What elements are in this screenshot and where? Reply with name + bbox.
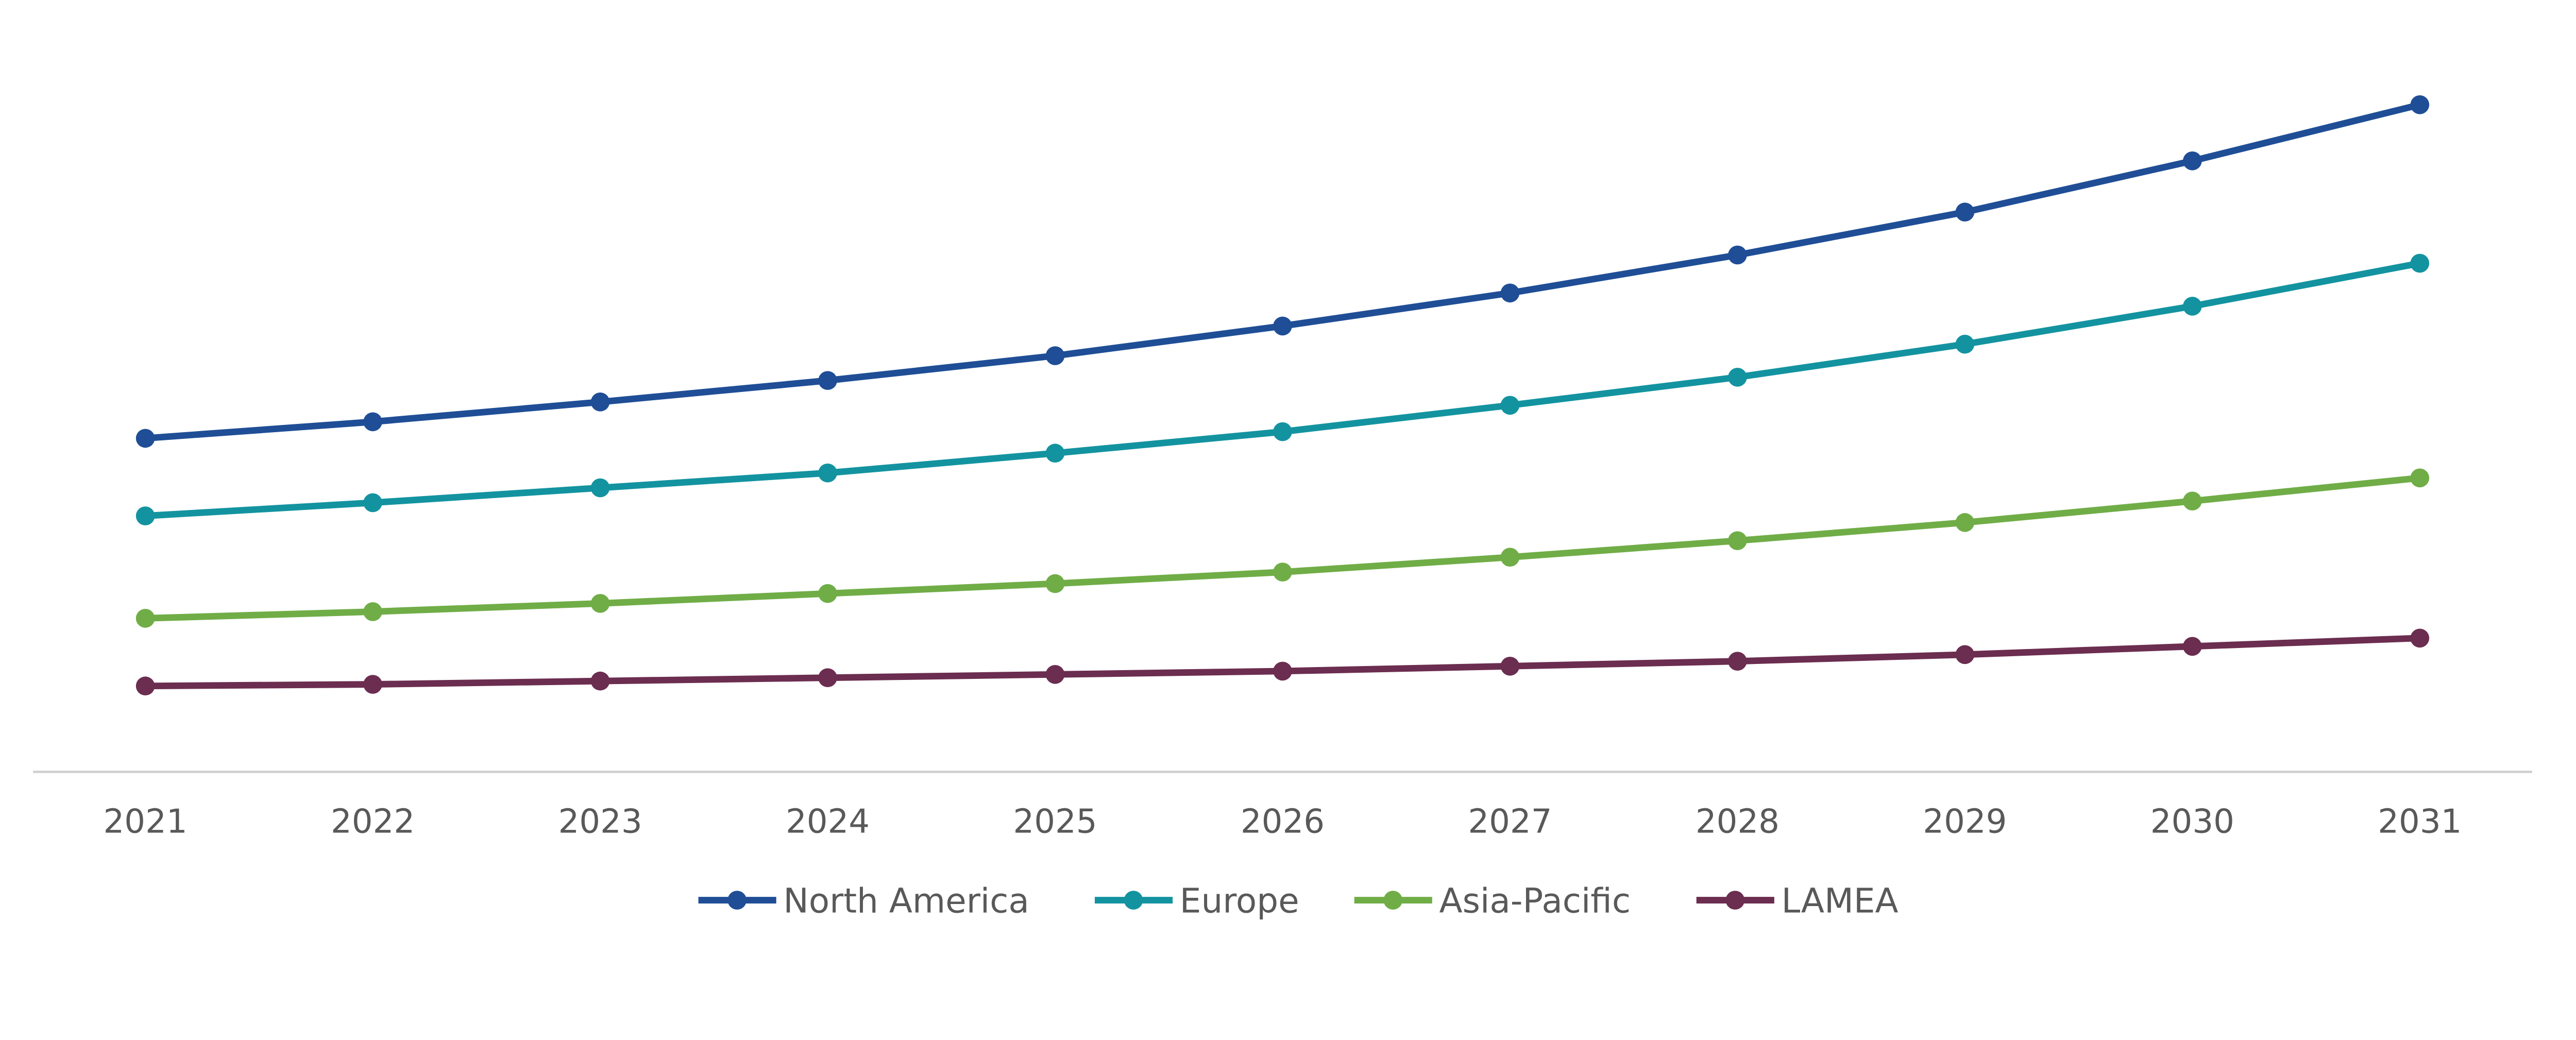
data-point (135, 608, 155, 628)
data-point (1728, 367, 1747, 387)
x-tick-label: 2027 (1468, 803, 1552, 841)
data-point (1500, 656, 1520, 676)
data-point (2410, 95, 2430, 114)
data-point (2410, 468, 2430, 488)
x-tick-label: 2021 (104, 803, 188, 841)
data-point (2183, 297, 2202, 316)
data-point (2183, 637, 2202, 656)
data-point (2183, 151, 2202, 171)
legend-marker-icon (1725, 891, 1745, 910)
x-tick-label: 2024 (786, 803, 870, 841)
data-point (2183, 491, 2202, 511)
legend-label: Asia-Pacific (1439, 881, 1631, 920)
legend-item: Asia-Pacific (1354, 881, 1631, 920)
data-point (818, 463, 837, 483)
x-tick-label: 2030 (2150, 803, 2234, 841)
data-point (1045, 664, 1065, 684)
data-point (1273, 562, 1292, 582)
x-tick-label: 2026 (1241, 803, 1325, 841)
series-north-america (135, 95, 2430, 448)
series-line (145, 474, 2420, 622)
x-tick-label: 2029 (1923, 803, 2007, 841)
data-point (1045, 346, 1065, 365)
legend-label: Europe (1180, 881, 1299, 920)
data-point (590, 478, 610, 498)
series-line (145, 260, 2421, 519)
series-layer (135, 95, 2430, 696)
legend-marker-icon (1383, 891, 1403, 910)
legend-label: North America (783, 881, 1029, 920)
data-point (2410, 628, 2430, 648)
x-tick-label: 2025 (1013, 803, 1097, 841)
data-point (590, 671, 610, 691)
data-point (590, 594, 610, 613)
data-point (818, 371, 837, 390)
data-point (818, 668, 837, 688)
x-tick-label: 2022 (331, 803, 415, 841)
data-point (1273, 422, 1292, 441)
data-point (363, 675, 382, 694)
series-lamea (135, 628, 2430, 696)
data-point (1045, 574, 1065, 593)
data-point (1273, 661, 1292, 681)
data-point (363, 412, 382, 432)
legend-marker-icon (727, 891, 747, 910)
data-point (135, 676, 155, 696)
x-tick-label: 2023 (558, 803, 642, 841)
data-point (135, 506, 155, 525)
legend-item: North America (698, 881, 1029, 920)
data-point (1045, 444, 1065, 463)
data-point (1500, 283, 1520, 303)
data-point (590, 393, 610, 412)
data-point (1500, 548, 1520, 567)
x-axis-ticks: 2021 2022 2023 2024 2025 2026 2027 2028 2029 2030… (104, 803, 2462, 841)
series-asia-pacific (135, 468, 2430, 628)
series-europe (135, 253, 2430, 525)
data-point (1728, 652, 1747, 671)
data-point (1955, 645, 1975, 664)
x-tick-label: 2031 (2378, 803, 2462, 841)
data-point (1955, 513, 1975, 532)
data-point (1273, 316, 1292, 336)
line-chart: 2021 2022 2023 2024 2025 2026 2027 2028 2029 2030… (33, 95, 2532, 920)
series-line (145, 101, 2421, 442)
legend: North America Europe Asia-Pacific LAMEA (698, 881, 1899, 920)
legend-label: LAMEA (1782, 881, 1899, 920)
data-point (363, 493, 382, 513)
x-tick-label: 2028 (1696, 803, 1780, 841)
data-point (1728, 531, 1747, 550)
data-point (818, 584, 837, 603)
data-point (2410, 253, 2430, 273)
legend-item: LAMEA (1696, 881, 1899, 920)
data-point (1955, 334, 1975, 354)
data-point (135, 429, 155, 448)
data-point (1500, 396, 1520, 415)
data-point (1728, 245, 1747, 265)
data-point (363, 602, 382, 621)
legend-marker-icon (1124, 891, 1143, 910)
legend-item: Europe (1094, 881, 1299, 920)
data-point (1955, 202, 1975, 222)
